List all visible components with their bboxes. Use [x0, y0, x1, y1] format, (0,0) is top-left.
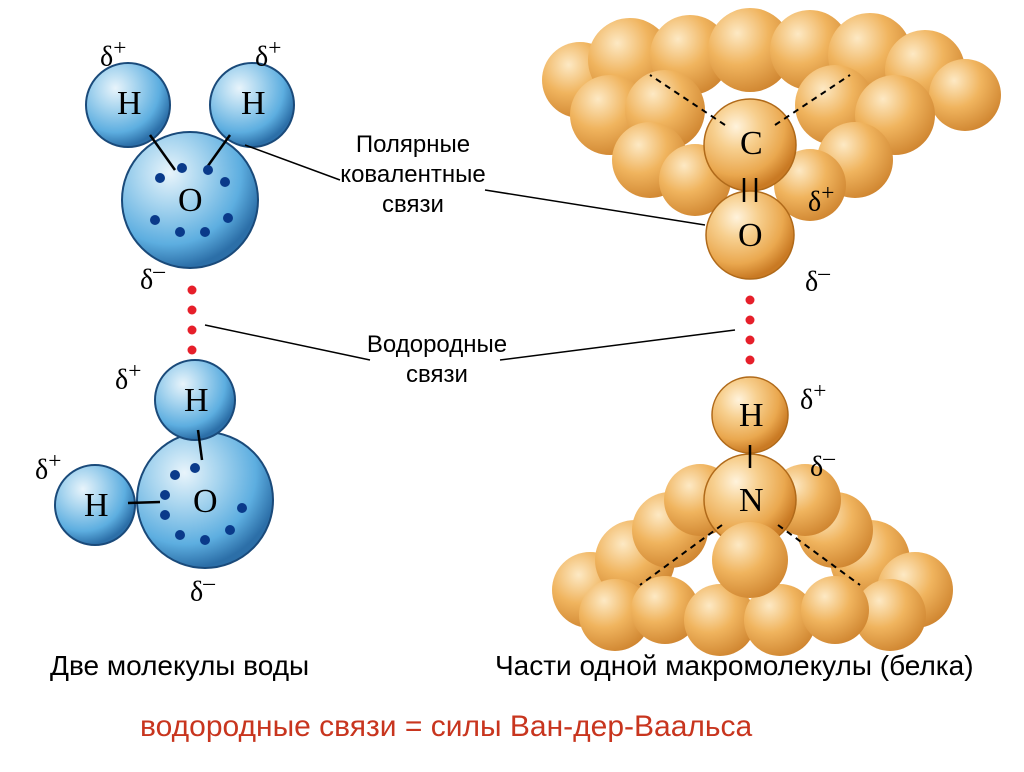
atom-C: C: [740, 125, 763, 163]
hbond-left: [188, 286, 197, 355]
delta-minus: δ–: [805, 260, 830, 298]
delta-plus: δ+: [100, 35, 126, 73]
atom-H: H: [184, 382, 209, 420]
water-bottom: [55, 360, 273, 568]
delta-minus: δ–: [190, 570, 215, 608]
delta-minus: δ–: [140, 258, 165, 296]
atom-O: O: [178, 182, 203, 220]
protein-top: [542, 8, 1001, 279]
formula-text: водородные связи = силы Ван-дер-Ваальса: [140, 710, 752, 744]
delta-plus: δ+: [35, 448, 61, 486]
delta-plus: δ+: [255, 35, 281, 73]
atom-H: H: [241, 85, 266, 123]
delta-plus: δ+: [115, 358, 141, 396]
delta-plus: δ+: [800, 378, 826, 416]
delta-minus: δ–: [810, 445, 835, 483]
hbond-right: [746, 296, 755, 365]
atom-O: O: [738, 217, 763, 255]
atom-H: H: [117, 85, 142, 123]
atom-H: H: [84, 487, 109, 525]
atom-N: N: [739, 482, 764, 520]
label-covalent: Полярные ковалентные связи: [328, 130, 498, 220]
label-hydrogen: Водородные связи: [352, 330, 522, 390]
caption-left: Две молекулы воды: [50, 650, 309, 682]
diagram-stage: Полярные ковалентные связи Водородные св…: [0, 0, 1024, 767]
atom-H: H: [739, 397, 764, 435]
caption-right: Части одной макромолекулы (белка): [495, 650, 974, 682]
atom-O: O: [193, 483, 218, 521]
delta-plus: δ+: [808, 180, 834, 218]
